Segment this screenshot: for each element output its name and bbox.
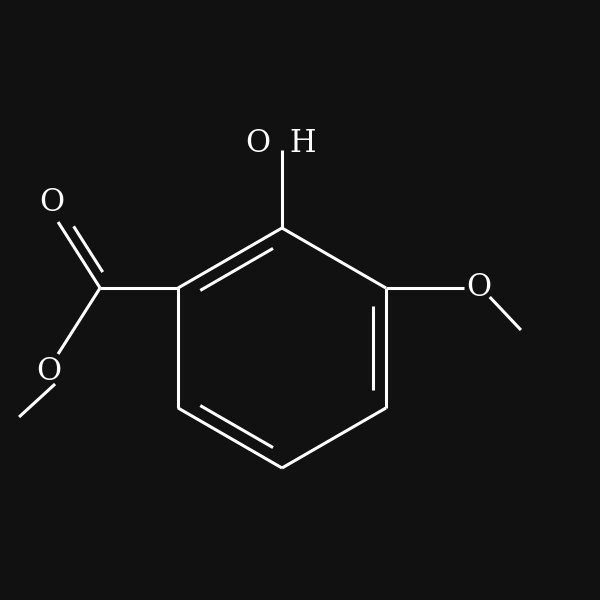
Text: O: O bbox=[245, 128, 271, 160]
Text: O: O bbox=[37, 356, 62, 388]
Text: O: O bbox=[40, 187, 65, 218]
Text: H: H bbox=[290, 128, 316, 160]
Text: O: O bbox=[466, 272, 491, 304]
